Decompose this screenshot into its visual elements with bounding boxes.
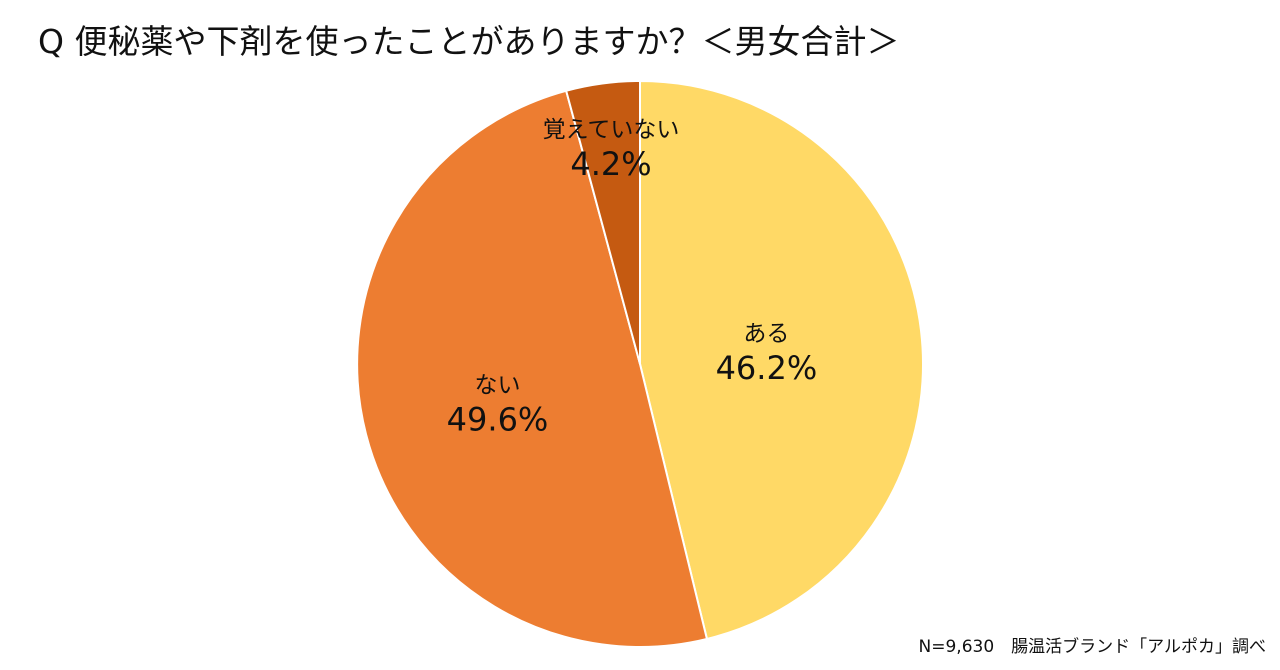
slice-category-label: ない xyxy=(475,373,521,399)
footnote-source: N=9,630 腸温活ブランド「アルポカ」調べ xyxy=(918,637,1266,657)
slice-category-label: 覚えていない xyxy=(543,117,680,143)
chart-title: Q 便秘薬や下剤を使ったことがありますか？＜男女合計＞ xyxy=(38,22,900,61)
pie-slices xyxy=(356,80,924,648)
pie-slice-2 xyxy=(356,89,708,648)
slice-category-label: ある xyxy=(743,321,789,347)
pie-slice-3 xyxy=(565,80,641,365)
slice-value-label: 46.2% xyxy=(716,349,818,387)
slice-value-label: 4.2% xyxy=(570,145,651,183)
slice-value-label: 49.6% xyxy=(447,401,549,439)
pie-slice-1 xyxy=(639,80,924,640)
